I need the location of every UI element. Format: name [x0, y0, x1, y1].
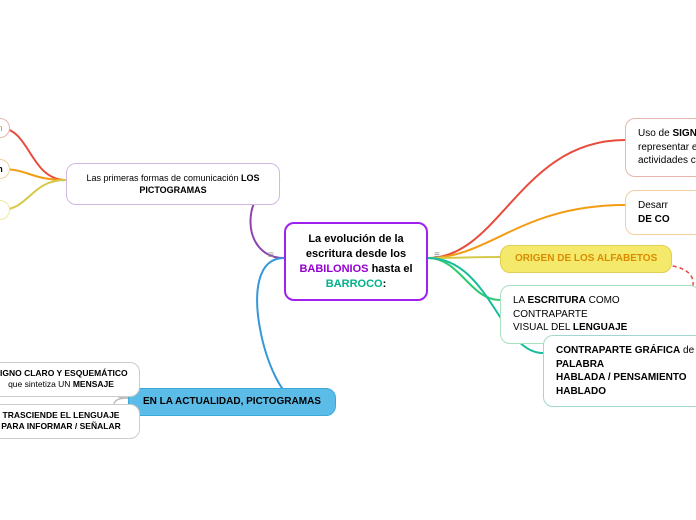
- node-signo-claro[interactable]: SIGNO CLARO Y ESQUEMÁTICO que sintetiza …: [0, 362, 140, 397]
- node-pictogramas[interactable]: Las primeras formas de comunicación LOS …: [66, 163, 280, 205]
- central-line1: La evolución de la: [298, 232, 414, 247]
- node-trasciende[interactable]: TRASCIENDE EL LENGUAJE PARA INFORMAR / S…: [0, 404, 140, 439]
- node-frag1[interactable]: n: [0, 118, 10, 138]
- central-line4: BARROCO:: [298, 277, 414, 292]
- node-frag2[interactable]: n: [0, 159, 10, 179]
- menu-left-icon: ≡: [268, 254, 274, 257]
- node-desarrollo[interactable]: Desarr DE CO: [625, 190, 696, 235]
- menu-right-icon: ≡: [434, 254, 440, 257]
- node-actualidad[interactable]: EN LA ACTUALIDAD, PICTOGRAMAS: [128, 388, 336, 416]
- node-origen-alfabetos[interactable]: ORIGEN DE LOS ALFABETOS: [500, 245, 672, 273]
- central-line3: BABILONIOS hasta el: [298, 262, 414, 277]
- central-line2: escritura desde los: [298, 247, 414, 262]
- node-contraparte-grafica[interactable]: CONTRAPARTE GRÁFICA de la PALABRA HABLAD…: [543, 335, 696, 407]
- central-node[interactable]: La evolución de la escritura desde los B…: [284, 222, 428, 301]
- node-signos[interactable]: Uso de SIGN representar e actividades c: [625, 118, 696, 177]
- node-frag3[interactable]: [0, 200, 10, 220]
